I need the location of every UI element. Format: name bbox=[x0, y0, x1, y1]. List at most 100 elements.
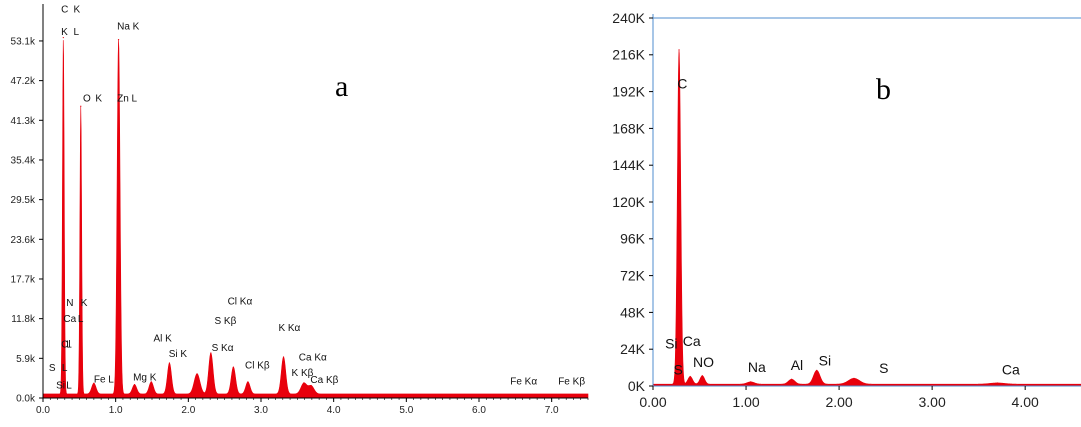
x-tick-label: 5.0 bbox=[399, 405, 413, 416]
peak-label: S bbox=[49, 363, 56, 374]
panel-label: b bbox=[876, 73, 891, 106]
x-tick-label: 3.00 bbox=[919, 394, 946, 410]
peak-label: Cl Kβ bbox=[245, 360, 270, 371]
peak-point bbox=[93, 382, 95, 384]
peak-label: Ca bbox=[1002, 362, 1020, 378]
peak-label: Si K bbox=[169, 349, 188, 360]
peak-label: Cl Kα bbox=[228, 297, 253, 308]
y-tick-label: 72K bbox=[620, 268, 646, 284]
peak-point bbox=[996, 382, 998, 384]
y-tick-label: 0K bbox=[628, 378, 646, 394]
peak-point bbox=[196, 373, 198, 375]
y-tick-label: 24K bbox=[620, 341, 646, 357]
peak-label: K Kβ bbox=[292, 368, 314, 379]
y-tick-label: 144K bbox=[612, 157, 645, 173]
y-tick-label: 240K bbox=[612, 10, 645, 26]
peak-label: S bbox=[673, 362, 682, 378]
peak-point bbox=[678, 49, 680, 51]
peak-label: L bbox=[66, 381, 72, 392]
peak-label: Ca Kα bbox=[299, 352, 327, 363]
spectrum-area bbox=[652, 50, 1081, 387]
x-tick-label: 1.00 bbox=[732, 394, 759, 410]
peak-label: S Kβ bbox=[214, 316, 236, 327]
x-tick-label: 4.0 bbox=[327, 405, 341, 416]
peak-label: Si bbox=[56, 381, 65, 392]
peak-point bbox=[303, 382, 305, 384]
x-tick-label: 0.00 bbox=[639, 394, 666, 410]
y-tick-label: 0.0k bbox=[16, 394, 36, 405]
peak-label: L bbox=[78, 314, 84, 325]
peak-label: Si bbox=[665, 335, 677, 351]
peak-label: Al K bbox=[153, 334, 172, 345]
peak-point bbox=[62, 36, 64, 39]
peak-point bbox=[247, 381, 249, 383]
y-tick-label: 48K bbox=[620, 304, 646, 320]
x-tick-label: 4.00 bbox=[1012, 394, 1039, 410]
peak-point bbox=[701, 375, 703, 377]
peak-label: Ca Kβ bbox=[310, 375, 338, 386]
spectrum-area bbox=[42, 39, 589, 399]
y-tick-label: 23.6k bbox=[11, 235, 36, 246]
spectrum-chart-b: 0K 24K 48K 72K 96K 120K 144K 168K 192K 216K 240K 0.… bbox=[612, 10, 1081, 410]
peak-label: O bbox=[83, 93, 91, 104]
peak-label: K bbox=[81, 298, 88, 309]
peak-point bbox=[210, 352, 212, 354]
peak-label: L bbox=[66, 340, 72, 351]
peak-point bbox=[853, 377, 855, 379]
peak-point bbox=[232, 366, 234, 368]
peak-point bbox=[310, 384, 312, 387]
peak-label: Si bbox=[819, 352, 831, 368]
y-tick-label: 47.2k bbox=[11, 76, 36, 87]
peak-label: L bbox=[62, 363, 68, 374]
peak-label: Fe Kβ bbox=[558, 377, 585, 388]
peak-label: Cl bbox=[61, 340, 70, 351]
peak-label: Ca bbox=[683, 333, 701, 349]
peak-point bbox=[80, 105, 82, 107]
peak-label: Mg K bbox=[133, 373, 157, 384]
peak-label: Na bbox=[748, 359, 766, 375]
peak-point bbox=[791, 378, 793, 380]
peak-label: K bbox=[74, 5, 81, 16]
peak-label: Fe L bbox=[94, 375, 114, 386]
peak-label: NO bbox=[693, 354, 714, 370]
peak-point bbox=[150, 381, 152, 383]
spectrum-chart-a: 0.0k 5.9k 11.8k 17.7k 23.6k 29.5k 35.4k 41.3k 47… bbox=[11, 4, 589, 416]
x-tick-label: 1.0 bbox=[109, 405, 123, 416]
peak-label: S Kα bbox=[212, 343, 234, 354]
x-tick-label: 6.0 bbox=[472, 405, 486, 416]
peak-point bbox=[689, 375, 691, 378]
peak-label: K bbox=[61, 27, 68, 38]
peak-point bbox=[168, 362, 171, 364]
y-tick-label: 216K bbox=[612, 47, 645, 63]
y-tick-label: 35.4k bbox=[11, 155, 36, 166]
peak-label: K bbox=[95, 93, 102, 104]
y-tick-label: 5.9k bbox=[16, 354, 36, 365]
peak-label: Al bbox=[791, 357, 803, 373]
panel-label: a bbox=[335, 70, 348, 103]
peak-point bbox=[117, 39, 120, 41]
y-tick-label: 53.1k bbox=[11, 36, 36, 47]
peak-label: N bbox=[66, 298, 73, 309]
peak-point bbox=[133, 383, 136, 386]
y-tick-label: 41.3k bbox=[11, 116, 36, 127]
x-tick-label: 2.0 bbox=[181, 405, 195, 416]
x-tick-label: 2.00 bbox=[825, 394, 852, 410]
peak-label: C bbox=[61, 5, 68, 16]
peak-point bbox=[750, 381, 752, 383]
x-tick-label: 3.0 bbox=[254, 405, 268, 416]
peak-label: Ca bbox=[63, 314, 76, 325]
y-tick-label: 29.5k bbox=[11, 195, 36, 206]
y-tick-label: 96K bbox=[620, 231, 646, 247]
peak-label: Zn L bbox=[117, 93, 137, 104]
peak-label: Na K bbox=[117, 22, 140, 33]
peak-label: S bbox=[879, 360, 888, 376]
x-tick-label: 7.0 bbox=[545, 405, 559, 416]
y-tick-label: 11.8k bbox=[11, 314, 36, 325]
peak-label: Fe Kα bbox=[510, 377, 537, 388]
x-tick-label: 0.0 bbox=[36, 405, 50, 416]
peak-label: L bbox=[74, 27, 80, 38]
y-tick-label: 17.7k bbox=[11, 274, 36, 285]
peak-point bbox=[282, 356, 285, 358]
peak-point bbox=[816, 369, 818, 371]
y-tick-label: 168K bbox=[612, 120, 645, 136]
